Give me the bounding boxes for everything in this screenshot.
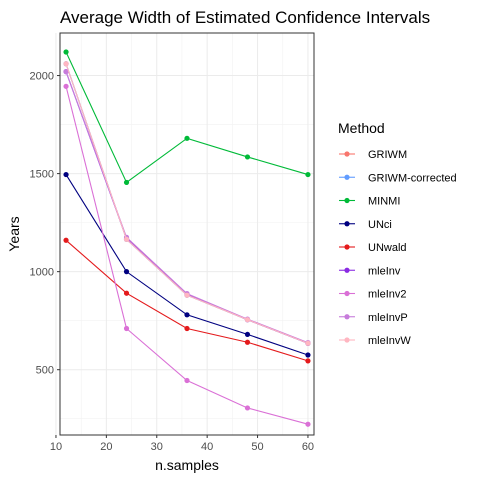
x-tick-label: 10 (50, 441, 62, 453)
data-point (124, 237, 129, 242)
y-tick-label: 1000 (30, 267, 54, 279)
data-point (184, 293, 189, 298)
x-tick-label: 20 (100, 441, 112, 453)
chart-title: Average Width of Estimated Confidence In… (60, 8, 430, 27)
data-point (305, 422, 310, 427)
data-point (305, 172, 310, 177)
legend-label: mleInvW (368, 335, 411, 347)
legend-key-point (344, 175, 349, 180)
data-point (245, 332, 250, 337)
data-point (63, 172, 68, 177)
data-point (63, 84, 68, 89)
data-point (63, 61, 68, 66)
data-point (184, 378, 189, 383)
legend-label: GRIWM (368, 149, 407, 161)
legend-label: UNci (368, 219, 392, 231)
legend-key-point (344, 291, 349, 296)
y-tick-label: 1500 (30, 169, 54, 181)
legend-label: mleInv (368, 265, 401, 277)
data-point (305, 358, 310, 363)
data-point (245, 154, 250, 159)
data-point (245, 317, 250, 322)
x-tick-label: 50 (251, 441, 263, 453)
y-tick-label: 2000 (30, 71, 54, 83)
legend-key-point (344, 337, 349, 342)
legend-key-point (344, 268, 349, 273)
data-point (124, 326, 129, 331)
data-point (184, 136, 189, 141)
x-tick-label: 60 (302, 441, 314, 453)
x-tick-label: 30 (151, 441, 163, 453)
data-point (245, 340, 250, 345)
legend-key-point (344, 198, 349, 203)
legend-label: GRIWM-corrected (368, 172, 457, 184)
legend-key-point (344, 151, 349, 156)
x-axis-title: n.samples (155, 457, 219, 473)
legend-label: mleInvP (368, 312, 408, 324)
data-point (63, 238, 68, 243)
legend-label: UNwald (368, 242, 407, 254)
y-axis-title: Years (6, 216, 22, 251)
data-point (184, 312, 189, 317)
legend-label: mleInv2 (368, 289, 407, 301)
data-point (124, 291, 129, 296)
legend-title: Method (338, 120, 385, 136)
legend-key-point (344, 221, 349, 226)
y-tick-label: 500 (36, 365, 54, 377)
data-point (184, 326, 189, 331)
legend-label: MINMI (368, 196, 400, 208)
x-tick-label: 40 (201, 441, 213, 453)
data-point (305, 352, 310, 357)
data-point (124, 269, 129, 274)
data-point (63, 49, 68, 54)
data-point (305, 341, 310, 346)
data-point (124, 180, 129, 185)
legend-key-point (344, 314, 349, 319)
legend-key-point (344, 244, 349, 249)
data-point (245, 405, 250, 410)
